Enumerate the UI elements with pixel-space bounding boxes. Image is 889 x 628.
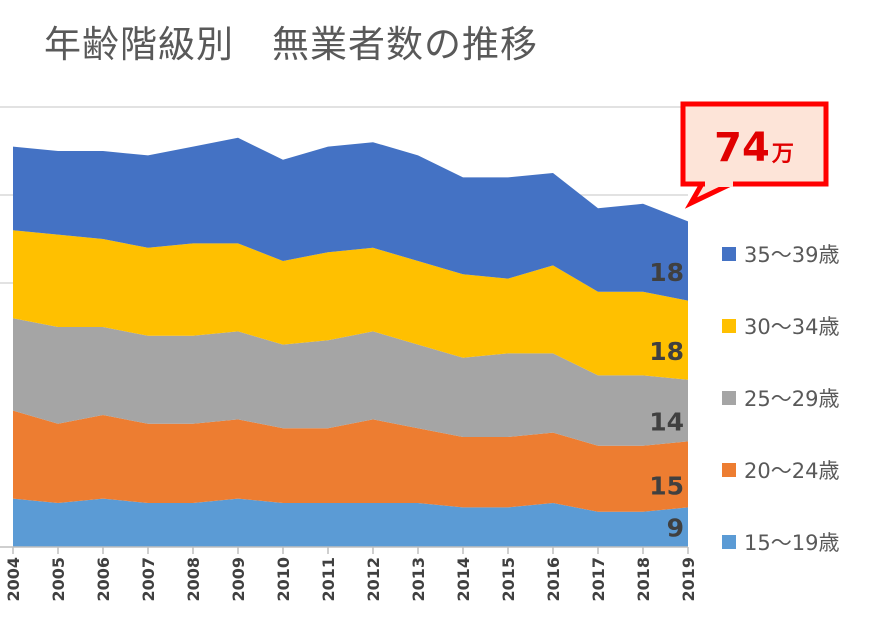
callout-box <box>680 101 829 187</box>
x-tick-label: 2006 <box>94 557 113 602</box>
end-value-label: 15 <box>649 471 684 500</box>
callout-unit: 万 <box>771 142 794 167</box>
x-tick-label: 2016 <box>544 557 563 602</box>
area-series-4 <box>13 137 688 301</box>
end-value-label: 18 <box>649 258 684 287</box>
x-tick-label: 2018 <box>634 557 653 602</box>
x-tick-label: 2011 <box>319 557 338 602</box>
end-labels: 9 15 14 18 18 <box>649 258 684 542</box>
legend-swatch <box>722 391 736 405</box>
area-series-2 <box>13 318 688 446</box>
legend-swatch <box>722 535 736 549</box>
area-series-1 <box>13 410 688 512</box>
legend-item: 30～34歳 <box>722 315 839 339</box>
legend-label: 30～34歳 <box>744 315 839 339</box>
legend: 35～39歳 30～34歳 25～29歳 20～24歳 15～19歳 <box>722 243 839 555</box>
legend-item: 25～29歳 <box>722 387 839 411</box>
end-value-label: 9 <box>667 513 684 542</box>
x-tick-label: 2004 <box>4 557 23 602</box>
x-tick-label: 2019 <box>679 557 698 602</box>
legend-swatch <box>722 463 736 477</box>
legend-item: 20～24歳 <box>722 459 839 483</box>
area-series-3 <box>13 230 688 380</box>
end-value-label: 14 <box>649 408 684 437</box>
series-areas <box>13 137 688 547</box>
callout-text: 74万 <box>714 125 794 171</box>
legend-label: 20～24歳 <box>744 459 839 483</box>
x-axis: 2004 2005 2006 2007 2008 2009 2010 2011 2012 2013… <box>0 546 698 602</box>
x-tick-label: 2012 <box>364 557 383 602</box>
x-tick-label: 2010 <box>274 557 293 602</box>
legend-swatch <box>722 319 736 333</box>
x-tick-label: 2005 <box>49 557 68 602</box>
legend-swatch <box>722 247 736 261</box>
legend-label: 15～19歳 <box>744 531 839 555</box>
callout-join <box>705 179 733 187</box>
chart-title: 年齢階級別 無業者数の推移 <box>44 23 538 66</box>
x-tick-label: 2014 <box>454 557 473 602</box>
legend-label: 25～29歳 <box>744 387 839 411</box>
area-series-0 <box>13 498 688 547</box>
x-tick-label: 2017 <box>589 557 608 602</box>
callout-value: 74 <box>714 125 770 171</box>
x-tick-label: 2007 <box>139 557 158 602</box>
total-callout: 74万 <box>680 101 829 209</box>
end-value-label: 18 <box>649 337 684 366</box>
x-tick-label: 2008 <box>184 557 203 602</box>
legend-item: 15～19歳 <box>722 531 839 555</box>
x-tick-label: 2009 <box>229 557 248 602</box>
x-tick-label: 2015 <box>499 557 518 602</box>
legend-label: 35～39歳 <box>744 243 839 267</box>
x-tick-label: 2013 <box>409 557 428 602</box>
legend-item: 35～39歳 <box>722 243 839 267</box>
